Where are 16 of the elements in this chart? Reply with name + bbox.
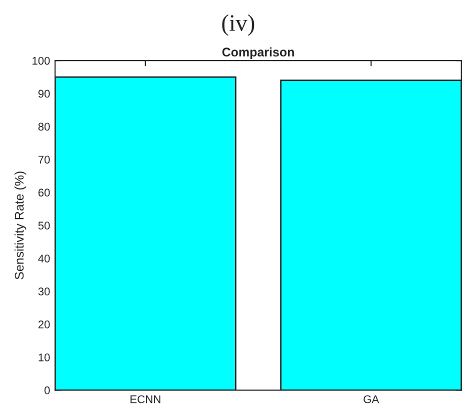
x-tick-label: ECNN (130, 395, 160, 404)
y-tick-label: 20 (38, 320, 50, 328)
y-tick-label: 50 (38, 222, 50, 230)
x-tick-label: GA (364, 395, 380, 404)
y-tick-label: 70 (38, 156, 50, 164)
y-tick-label: 40 (38, 254, 50, 262)
y-tick-label: 0 (44, 386, 50, 394)
chart-subtitle: Comparison (222, 47, 294, 59)
y-axis-title: Sensitivity Rate (%) (14, 172, 26, 280)
chart-title: (iv) (222, 14, 254, 36)
y-tick-label: 10 (38, 353, 50, 362)
y-tick-label: 80 (38, 122, 50, 131)
y-tick-label: 90 (38, 90, 50, 98)
y-tick-label: 60 (38, 188, 50, 197)
y-tick-label: 30 (38, 288, 50, 296)
y-tick-label: 100 (32, 56, 50, 65)
